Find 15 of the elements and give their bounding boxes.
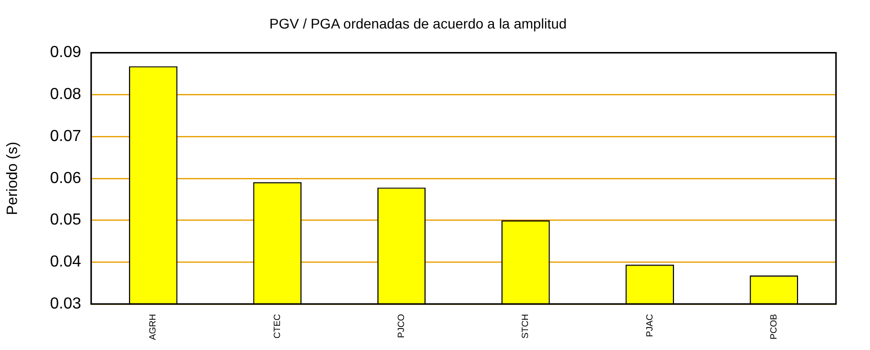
x-tick-label: PJAC <box>644 314 654 338</box>
y-tick-label: 0.09 <box>50 44 82 62</box>
y-tick-label: 0.07 <box>50 128 82 145</box>
y-tick-label: 0.04 <box>50 254 82 271</box>
y-tick-label: 0.03 <box>50 295 82 312</box>
x-tick-label: PJCO <box>396 314 406 338</box>
x-tick-label: STCH <box>520 314 530 338</box>
chart-title: PGV / PGA ordenadas de acuerdo a la amplitud <box>269 15 567 32</box>
x-tick-label: PCOB <box>768 314 778 340</box>
x-tick-label: AGRH <box>148 314 158 340</box>
x-tick-label: CTEC <box>272 314 282 338</box>
y-tick-label: 0.06 <box>50 170 82 187</box>
y-axis-title: Periodo (s) <box>4 142 22 216</box>
y-tick-label: 0.08 <box>50 86 82 104</box>
y-tick-label: 0.05 <box>50 212 82 229</box>
